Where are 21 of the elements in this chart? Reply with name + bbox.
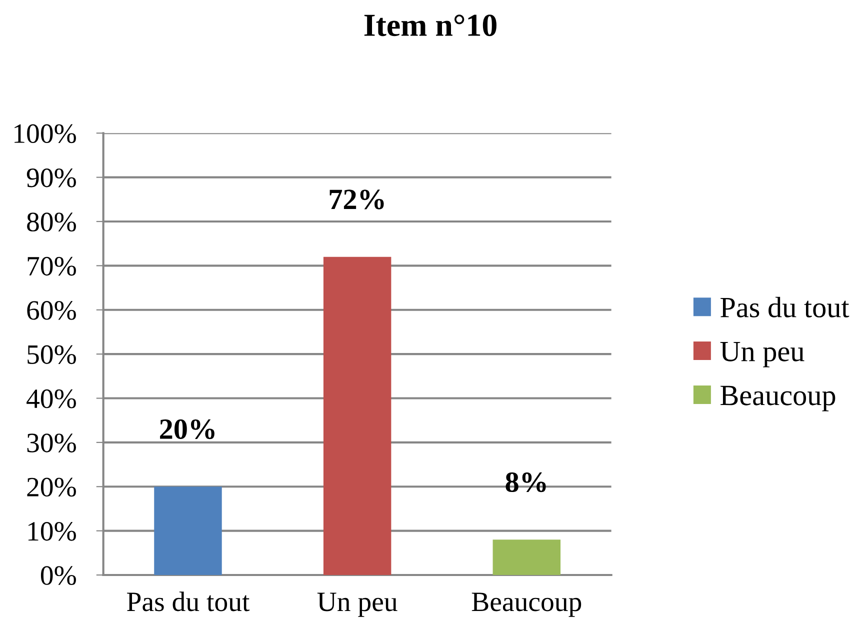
x-tick-label: Beaucoup	[472, 592, 582, 617]
y-tick-label: 10%	[28, 522, 76, 541]
y-tick-label: 80%	[27, 212, 76, 232]
y-tick-label: 0%	[40, 566, 76, 585]
y-tick-label: 50%	[28, 345, 76, 364]
y-tick-label: 20%	[27, 478, 76, 497]
y-tick-label: 30%	[27, 434, 76, 452]
y-tick-label: 100%	[14, 124, 76, 144]
legend-label: Beaucoup	[720, 386, 836, 412]
data-label: 20%	[160, 419, 214, 440]
data-label: 8%	[506, 472, 546, 492]
data-label: 72%	[330, 190, 384, 210]
y-tick-label: 60%	[27, 301, 76, 320]
x-tick-label: Un peu	[317, 592, 398, 617]
x-tick-label: Pas du tout	[127, 592, 250, 612]
legend-label: Un peu	[720, 342, 804, 368]
chart-title: Item n°10	[364, 14, 496, 36]
legend-label: Pas du tout	[720, 296, 850, 318]
y-tick-label: 90%	[26, 168, 76, 188]
y-tick-label: 70%	[28, 256, 76, 276]
y-tick-label: 40%	[26, 389, 76, 408]
